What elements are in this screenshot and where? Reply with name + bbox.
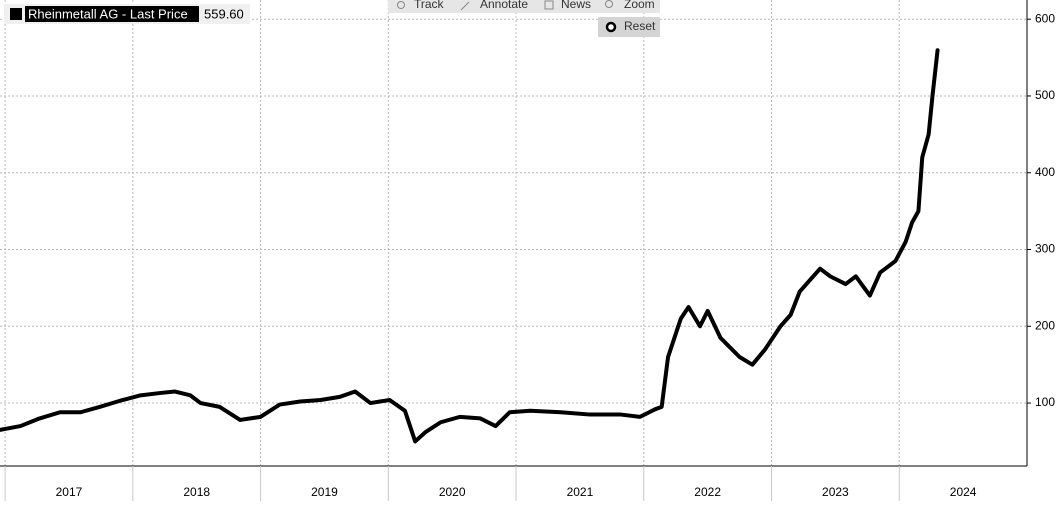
price-line xyxy=(0,48,940,444)
y-tick-label: 200 xyxy=(1035,318,1055,332)
x-tick-label: 2022 xyxy=(694,485,721,499)
legend-value: 559.60 xyxy=(204,6,244,21)
legend: Rheinmetall AG - Last Price 559.60 xyxy=(4,4,250,24)
news-icon xyxy=(544,0,554,10)
x-tick-label: 2019 xyxy=(311,485,338,499)
toolbar-bg xyxy=(388,0,660,13)
toolbar-item[interactable]: Zoom xyxy=(624,0,655,11)
y-tick-label: 300 xyxy=(1035,242,1055,256)
annotate-icon xyxy=(460,1,470,11)
legend-label: Rheinmetall AG - Last Price xyxy=(28,6,188,21)
toolbar-item[interactable]: News xyxy=(561,0,591,11)
x-tick-label: 2020 xyxy=(439,485,466,499)
y-tick-label: 500 xyxy=(1035,88,1055,102)
y-tick-label: 100 xyxy=(1035,395,1055,409)
y-tick-label: 600 xyxy=(1035,11,1055,25)
legend-highlight xyxy=(25,6,199,22)
x-tick-label: 2023 xyxy=(822,485,849,499)
y-tick-label: 400 xyxy=(1035,165,1055,179)
reset-button[interactable] xyxy=(598,17,660,37)
reset-label[interactable]: Reset xyxy=(624,19,656,33)
reset-icon xyxy=(605,21,617,33)
track-icon xyxy=(397,1,405,9)
x-tick-label: 2017 xyxy=(56,485,83,499)
toolbar-item[interactable]: Track xyxy=(414,0,445,11)
x-tick-label: 2021 xyxy=(567,485,594,499)
x-tick-label: 2024 xyxy=(950,485,977,499)
legend-swatch xyxy=(10,8,22,20)
x-tick-label: 2018 xyxy=(183,485,210,499)
x-axis-band xyxy=(0,466,1060,501)
toolbar-item[interactable]: Annotate xyxy=(480,0,528,11)
toolbar: Track Annotate News Zoom Reset xyxy=(388,0,660,37)
zoom-icon xyxy=(605,0,613,8)
